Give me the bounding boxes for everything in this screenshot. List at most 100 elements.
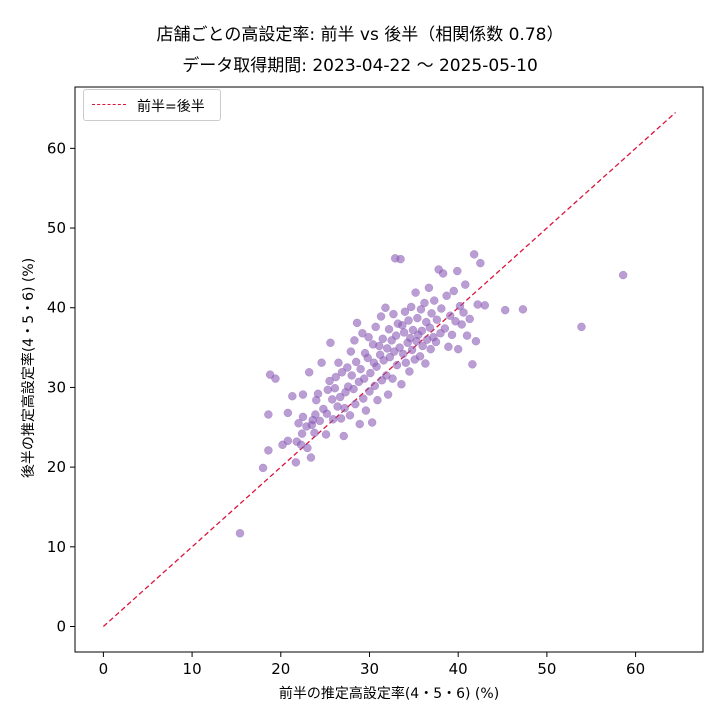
- data-point: [351, 357, 361, 367]
- data-point: [373, 395, 382, 405]
- legend-line-marker: [92, 104, 126, 105]
- legend-label: 前半=後半: [137, 99, 205, 115]
- x-tick-label: 10: [183, 660, 202, 678]
- data-point: [392, 360, 402, 370]
- data-point: [405, 367, 414, 376]
- data-point: [298, 390, 308, 399]
- data-point: [382, 344, 392, 353]
- y-axis-label: 後半の推定高設定率(4・5・6) (%): [21, 257, 37, 479]
- data-point: [294, 419, 303, 428]
- data-point: [298, 412, 308, 422]
- data-point: [432, 315, 442, 324]
- data-point: [364, 332, 373, 342]
- data-point: [383, 390, 393, 399]
- data-point: [355, 419, 364, 429]
- data-point: [418, 341, 427, 351]
- data-point: [426, 344, 435, 354]
- data-point: [449, 286, 459, 296]
- data-point: [303, 443, 312, 453]
- x-tick-label: 30: [360, 660, 379, 678]
- data-point: [408, 325, 418, 335]
- data-point: [340, 403, 349, 413]
- data-point: [337, 368, 347, 377]
- data-point: [304, 368, 314, 377]
- data-point: [453, 266, 462, 276]
- data-point: [415, 352, 425, 361]
- data-point: [389, 309, 398, 319]
- data-point: [315, 416, 325, 426]
- data-point: [335, 392, 345, 402]
- data-point: [374, 341, 384, 351]
- data-point: [500, 305, 510, 315]
- data-point: [457, 320, 466, 329]
- data-point: [258, 463, 268, 473]
- data-point: [264, 410, 273, 419]
- data-point: [291, 458, 301, 467]
- data-point: [356, 364, 365, 374]
- data-point: [330, 383, 340, 393]
- data-point: [398, 349, 408, 359]
- data-point: [411, 288, 420, 297]
- data-point: [331, 372, 341, 382]
- data-point: [336, 414, 346, 423]
- data-point: [366, 368, 375, 378]
- y-tick-label: 40: [47, 299, 66, 317]
- data-point: [399, 328, 409, 337]
- data-point: [333, 402, 342, 411]
- y-tick-label: 20: [47, 458, 66, 476]
- data-points: [235, 250, 628, 538]
- y-tick-label: 30: [47, 378, 66, 396]
- data-point: [453, 344, 463, 354]
- data-point: [429, 296, 439, 305]
- y-tick-label: 10: [47, 538, 66, 556]
- x-tick-label: 50: [537, 660, 556, 678]
- data-point: [469, 250, 479, 259]
- data-point: [264, 446, 273, 455]
- y-tick-label: 50: [47, 219, 66, 237]
- data-point: [417, 326, 427, 336]
- data-point: [468, 360, 477, 369]
- data-point: [325, 376, 334, 386]
- data-point: [283, 408, 293, 418]
- data-point: [445, 311, 455, 320]
- data-point: [385, 352, 395, 362]
- x-tick-label: 20: [271, 660, 290, 678]
- data-point: [349, 384, 358, 394]
- data-point: [459, 308, 468, 317]
- data-point: [388, 374, 397, 383]
- data-point: [297, 429, 307, 438]
- data-point: [346, 347, 356, 356]
- data-point: [518, 305, 528, 314]
- data-point: [359, 374, 369, 383]
- reference-line: [102, 112, 676, 627]
- data-point: [424, 283, 434, 293]
- data-point: [438, 269, 448, 278]
- data-point: [416, 305, 426, 314]
- data-point: [400, 307, 410, 316]
- chart-title: 店舗ごとの高設定率: 前半 vs 後半（相関係数 0.78）: [156, 25, 564, 45]
- data-point: [395, 343, 404, 352]
- data-point: [440, 324, 450, 333]
- data-point: [359, 394, 368, 403]
- data-point: [421, 359, 430, 368]
- data-point: [391, 331, 401, 340]
- x-tick-label: 60: [626, 660, 645, 678]
- data-point: [310, 428, 319, 438]
- data-point: [455, 301, 465, 311]
- data-point: [352, 318, 362, 328]
- data-point: [431, 337, 441, 347]
- chart-subtitle: データ取得期間: 2023-04-22 〜 2025-05-10: [182, 56, 538, 76]
- data-point: [406, 302, 416, 312]
- data-point: [401, 358, 411, 367]
- data-point: [407, 345, 417, 355]
- data-point: [427, 309, 436, 318]
- data-point: [480, 301, 490, 310]
- data-point: [361, 406, 371, 415]
- data-point: [473, 300, 482, 309]
- data-point: [381, 303, 390, 312]
- data-point: [283, 436, 293, 446]
- data-point: [327, 395, 337, 404]
- data-point: [322, 409, 332, 418]
- y-tick-label: 60: [47, 139, 66, 157]
